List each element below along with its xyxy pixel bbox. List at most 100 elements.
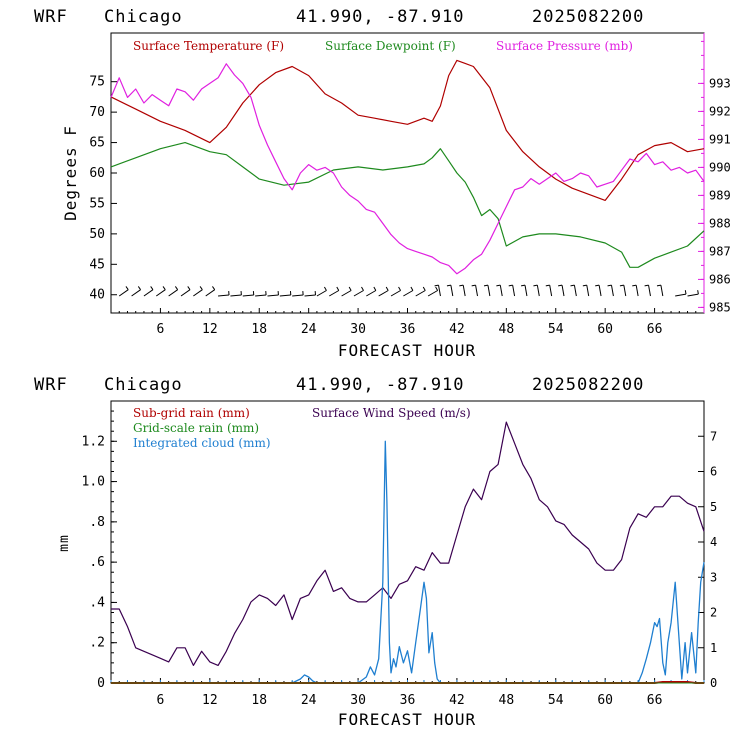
wind-barb [483,284,491,297]
chart1-right-tick-label: 990 [709,160,731,174]
chart1-left-tick-label: 50 [89,227,105,242]
wind-barb [304,291,317,297]
wind-barb [341,286,352,297]
chart1-left-tick-label: 45 [89,257,105,272]
wind-barb [390,286,401,297]
chart1-plot-frame [110,32,705,314]
wind-barb [230,291,242,297]
legend-gridscale-rain: Grid-scale rain (mm) [133,421,259,435]
chart1-coords: 41.990, -87.910 [296,7,465,27]
chart2-right-tick-label: 5 [710,500,717,514]
chart1-left-tick-label: 65 [89,136,105,151]
chart2-x-tick-label: 30 [350,693,366,708]
wind-barb [415,286,426,297]
wind-barb [292,291,304,297]
chart2-y-axis-label: mm [57,534,72,552]
chart2-x-tick-label: 60 [597,693,613,708]
chart2-x-tick-label: 12 [202,693,218,708]
wind-barb [378,286,389,297]
legend-integrated-cloud: Integrated cloud (mm) [133,436,271,450]
wind-barb [131,286,142,297]
chart1-left-tick-label: 75 [89,75,105,90]
wind-barb [316,286,327,297]
wind-barb [446,284,454,297]
chart1-series [110,59,705,275]
chart2-left-tick-label: 1.0 [82,475,105,490]
wind-barb [508,284,516,297]
chart1-x-ticks: 6 12 18 24 30 36 42 48 54 60 66 [118,308,697,337]
chart1-x-tick-label: 18 [251,322,267,337]
chart2-left-tick-label: .6 [89,555,105,570]
chart1-x-tick-label: 60 [597,322,613,337]
wind-barb [242,291,255,297]
wind-barb [156,286,166,297]
chart2-right-tick-label: 6 [710,465,717,479]
wind-barb [193,286,203,297]
chart2-left-ticks: 0 .2 .4 .6 .8 1.0 1.2 [82,410,117,691]
chart2-legend: Sub-grid rain (mm) Grid-scale rain (mm) … [133,406,471,450]
chart1-location: Chicago [104,7,183,27]
wind-barb [520,284,528,297]
chart2-left-tick-label: .4 [89,595,105,610]
chart2-x-tick-label: 48 [499,693,515,708]
wind-barb [403,286,414,297]
wind-barb [619,284,627,297]
chart1-x-tick-label: 66 [647,322,663,337]
wind-barb [267,291,279,297]
wind-barb [644,284,651,297]
chart1-right-tick-label: 985 [709,300,731,314]
chart2-x-tick-label: 24 [301,693,317,708]
chart1-right-tick-label: 987 [709,244,731,258]
wind-barb [582,284,590,297]
chart1-right-tick-label: 992 [709,104,731,118]
wind-barb [558,284,565,297]
chart1-init-time: 2025082200 [532,7,644,27]
chart2-right-tick-label: 7 [710,429,717,443]
chart2-series [111,421,705,684]
pressure-line [110,63,705,275]
wind-barb [255,291,267,297]
chart2-x-axis-label: FORECAST HOUR [338,710,476,729]
legend-surface-temperature: Surface Temperature (F) [133,39,284,53]
wind-barb [329,286,340,297]
chart1-left-tick-label: 60 [89,166,105,181]
dewpoint-line [110,142,705,268]
precipitation-chart: WRF Chicago 41.990, -87.910 2025082200 S… [34,375,717,729]
wind-barb [180,286,191,297]
wind-barb [687,290,699,297]
wind-barb [656,284,664,297]
wind-barb [675,290,687,297]
wind-barb [434,284,441,297]
temperature-line [110,59,705,201]
chart2-right-tick-label: 4 [710,535,717,549]
wind-barb [168,286,179,297]
chart2-x-tick-label: 18 [251,693,267,708]
chart2-x-tick-label: 6 [157,693,165,708]
wind-barb [471,284,478,297]
legend-surface-dewpoint: Surface Dewpoint (F) [325,39,456,53]
chart2-x-tick-label: 66 [647,693,663,708]
legend-surface-wind-speed: Surface Wind Speed (m/s) [312,406,471,420]
wind-barb [459,284,466,297]
wind-barb [607,284,614,297]
chart1-x-tick-label: 30 [350,322,366,337]
chart2-left-tick-label: 0 [97,676,105,691]
chart1-x-tick-label: 24 [301,322,317,337]
chart2-x-tick-label: 36 [400,693,416,708]
temperature-chart: WRF Chicago 41.990, -87.910 2025082200 S… [34,7,731,360]
wind-barb [427,286,439,297]
wind-barb [218,291,230,297]
wind-barbs [118,284,699,297]
chart1-x-tick-label: 36 [400,322,416,337]
chart2-x-tick-label: 42 [449,693,465,708]
chart2-right-tick-label: 3 [710,570,717,584]
chart1-x-tick-label: 48 [499,322,515,337]
chart1-x-axis-label: FORECAST HOUR [338,341,476,360]
wind-barb [570,284,577,297]
chart1-right-tick-label: 988 [709,216,731,230]
integrated-cloud-line [111,440,705,684]
wind-barb [205,286,216,297]
chart2-x-ticks: 6 12 18 24 30 36 42 48 54 60 66 [110,678,705,708]
chart1-x-tick-label: 12 [202,322,218,337]
